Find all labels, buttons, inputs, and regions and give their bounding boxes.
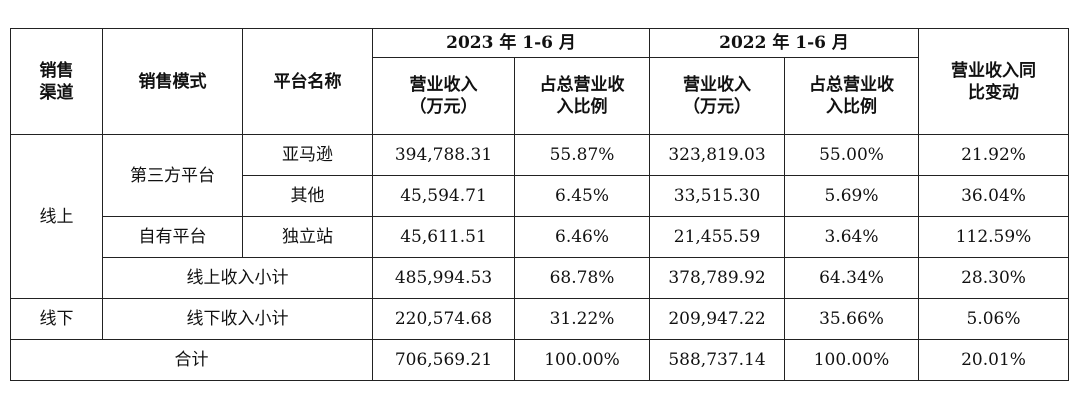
table-row-own-site: 自有平台 独立站 45,611.51 6.46% 21,455.59 3.64%… [11,216,1070,258]
cell-ratio-2022: 100.00% [784,339,920,381]
header-revenue-2023: 营业收入 （万元） [372,57,515,135]
table-row-online-subtotal: 线上收入小计 485,994.53 68.78% 378,789.92 64.3… [11,257,1070,299]
header-ratio-2022: 占总营业收 入比例 [784,57,920,135]
header-mode: 销售模式 [102,28,243,135]
cell-mode-third-party: 第三方平台 [102,134,243,217]
cell-rev-2022: 33,515.30 [649,175,786,217]
cell-platform-other: 其他 [242,175,373,217]
cell-total-label: 合计 [10,339,373,381]
cell-platform-amazon: 亚马逊 [242,134,373,176]
header-yoy: 营业收入同 比变动 [918,28,1070,135]
cell-rev-2023: 706,569.21 [372,339,515,381]
cell-ratio-2022: 5.69% [784,175,920,217]
cell-rev-2022: 323,819.03 [649,134,786,176]
cell-rev-2023: 220,574.68 [372,298,515,340]
cell-ratio-2023: 55.87% [513,134,651,176]
cell-rev-2022: 21,455.59 [649,216,786,258]
cell-ratio-2022: 35.66% [784,298,920,340]
cell-online-subtotal-label: 线上收入小计 [102,257,373,299]
cell-ratio-2023: 6.45% [513,175,651,217]
table-row-other: 其他 45,594.71 6.45% 33,515.30 5.69% 36.04… [11,175,1070,217]
cell-ratio-2023: 6.46% [513,216,651,258]
cell-offline-subtotal-label: 线下收入小计 [102,298,373,340]
cell-yoy: 5.06% [918,298,1070,340]
header-ratio-2023: 占总营业收 入比例 [513,57,651,135]
header-channel: 销售 渠道 [10,28,103,135]
cell-ratio-2023: 68.78% [513,257,651,299]
header-platform: 平台名称 [242,28,373,135]
cell-channel-offline: 线下 [10,298,103,340]
cell-rev-2022: 209,947.22 [649,298,786,340]
table-row-total: 合计 706,569.21 100.00% 588,737.14 100.00%… [10,339,1070,381]
cell-ratio-2022: 3.64% [784,216,920,258]
revenue-table: 销售 渠道 销售模式 平台名称 2023 年 1-6 月 2022 年 1-6 … [10,28,1070,381]
cell-rev-2022: 378,789.92 [649,257,786,299]
cell-rev-2023: 45,594.71 [372,175,515,217]
cell-ratio-2023: 31.22% [513,298,651,340]
cell-yoy: 36.04% [918,175,1070,217]
cell-rev-2023: 394,788.31 [372,134,515,176]
cell-rev-2023: 485,994.53 [372,257,515,299]
cell-rev-2023: 45,611.51 [372,216,515,258]
cell-ratio-2022: 64.34% [784,257,920,299]
header-period-2022: 2022 年 1-6 月 [649,28,920,58]
revenue-table-container: 销售 渠道 销售模式 平台名称 2023 年 1-6 月 2022 年 1-6 … [10,28,1070,381]
cell-rev-2022: 588,737.14 [649,339,786,381]
cell-yoy: 20.01% [918,339,1070,381]
header-period-2023: 2023 年 1-6 月 [371,28,651,58]
header-revenue-2022: 营业收入 （万元） [649,57,786,135]
cell-channel-online: 线上 [10,134,103,299]
cell-yoy: 28.30% [918,257,1070,299]
cell-yoy: 21.92% [918,134,1070,176]
table-row-amazon: 线上 第三方平台 亚马逊 394,788.31 55.87% 323,819.0… [10,134,1070,299]
cell-ratio-2022: 55.00% [784,134,920,176]
cell-yoy: 112.59% [918,216,1070,258]
table-row-offline-subtotal: 线下 线下收入小计 220,574.68 31.22% 209,947.22 3… [10,298,1070,340]
cell-ratio-2023: 100.00% [513,339,651,381]
cell-mode-own-platform: 自有平台 [102,216,243,258]
cell-platform-own-site: 独立站 [242,216,373,258]
